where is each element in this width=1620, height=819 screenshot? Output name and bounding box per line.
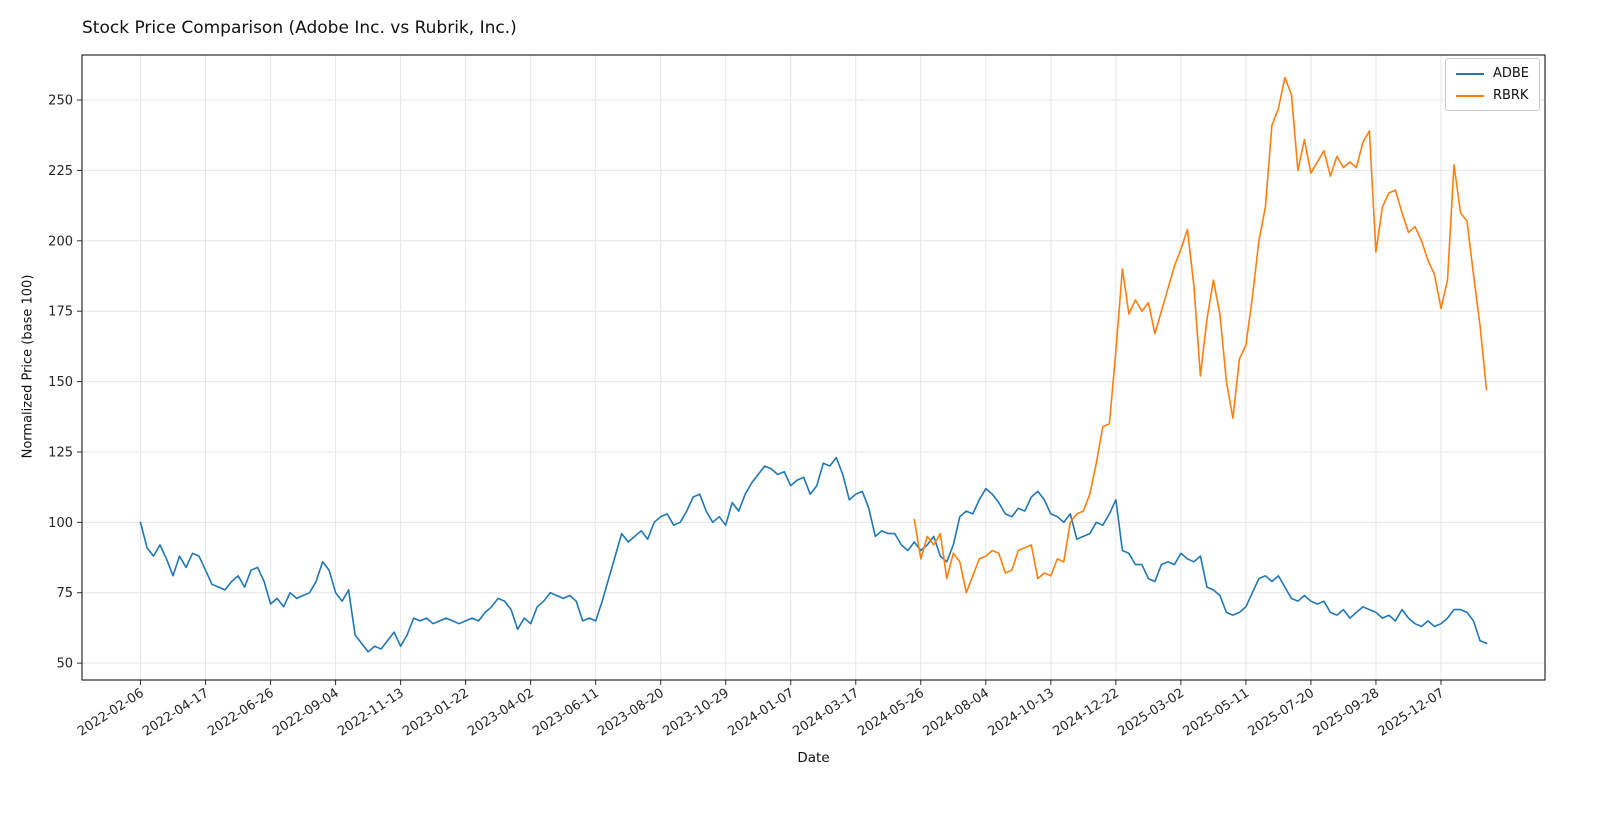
x-tick-label: 2024-05-26 <box>855 686 927 740</box>
x-tick-label: 2025-12-07 <box>1376 686 1448 740</box>
y-tick-label: 125 <box>48 445 73 460</box>
x-tick-label: 2022-04-17 <box>140 686 212 740</box>
x-tick-label: 2025-05-11 <box>1181 686 1253 740</box>
x-tick-label: 2025-09-28 <box>1311 686 1383 740</box>
y-tick-label: 225 <box>48 164 73 179</box>
x-tick-label: 2023-08-20 <box>595 686 667 740</box>
series-line-rbrk <box>913 76 1488 594</box>
x-tick-label: 2023-06-11 <box>530 686 602 740</box>
y-tick-label: 75 <box>56 586 73 601</box>
y-tick-label: 200 <box>48 234 73 249</box>
y-tick-label: 175 <box>48 305 73 320</box>
series-line-adbe <box>139 456 1488 653</box>
x-axis-label: Date <box>797 750 830 766</box>
x-tick-label: 2023-01-22 <box>400 686 472 740</box>
x-tick-label: 2023-10-29 <box>660 686 732 740</box>
x-tick-label: 2025-07-20 <box>1246 686 1318 740</box>
legend-label: RBRK <box>1492 88 1529 103</box>
x-tick-label: 2024-01-07 <box>725 686 797 740</box>
y-tick-label: 150 <box>48 375 73 390</box>
x-tick-label: 2023-04-02 <box>465 686 537 740</box>
x-tick-label: 2022-09-04 <box>270 686 342 740</box>
y-tick-label: 250 <box>48 94 73 109</box>
x-tick-label: 2025-03-02 <box>1116 686 1188 740</box>
chart-title: Stock Price Comparison (Adobe Inc. vs Ru… <box>82 18 517 38</box>
x-tick-label: 2024-08-04 <box>920 686 992 740</box>
plot-frame <box>81 54 1546 681</box>
x-tick-label: 2024-12-22 <box>1050 686 1122 740</box>
legend-line-swatch <box>1455 72 1484 75</box>
legend-item-adbe: ADBE <box>1455 66 1529 81</box>
x-tick-label: 2022-06-26 <box>205 686 277 740</box>
legend-label: ADBE <box>1492 66 1529 81</box>
legend-item-rbrk: RBRK <box>1455 88 1529 103</box>
x-tick-label: 2022-02-06 <box>75 686 147 740</box>
x-tick-label: 2024-10-13 <box>985 686 1057 740</box>
y-tick-label: 100 <box>48 516 73 531</box>
y-tick-label: 50 <box>56 657 73 672</box>
x-tick-label: 2022-11-13 <box>335 686 407 740</box>
legend-line-swatch <box>1455 94 1484 97</box>
y-axis-label: Normalized Price (base 100) <box>20 274 36 459</box>
legend: ADBE RBRK <box>1444 58 1540 111</box>
x-tick-label: 2024-03-17 <box>790 686 862 740</box>
